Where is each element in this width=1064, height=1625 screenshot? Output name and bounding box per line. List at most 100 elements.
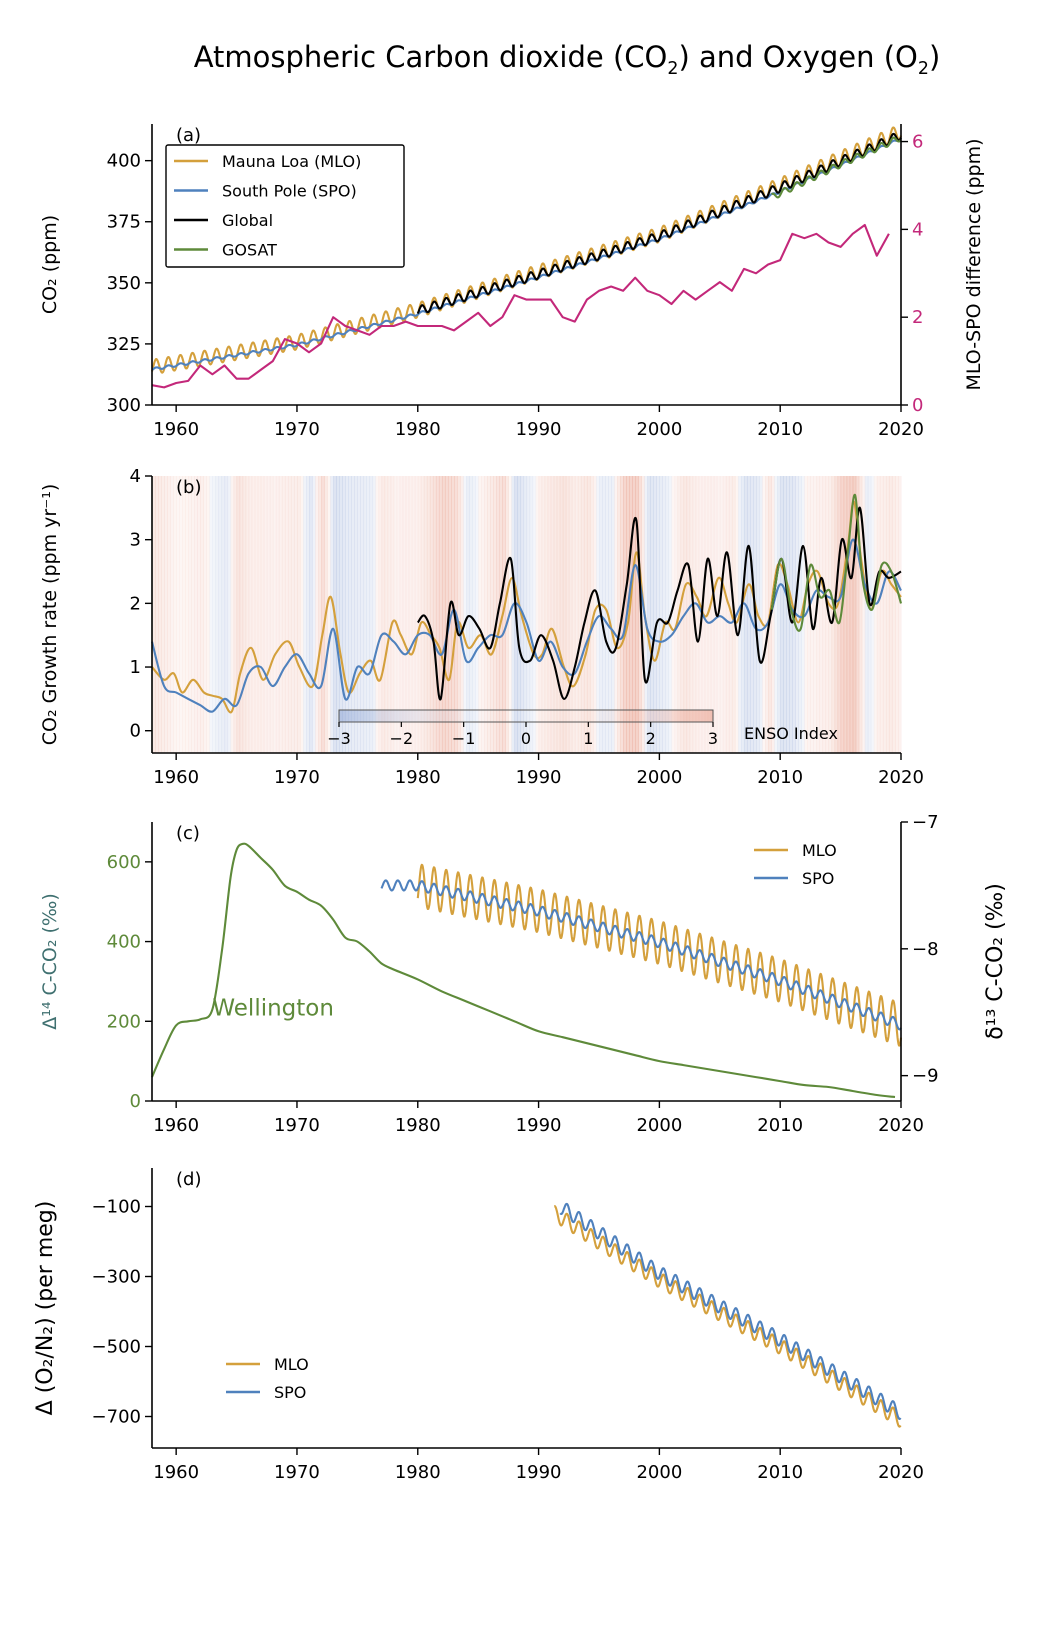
x-tick-label: 1980: [395, 767, 441, 788]
y-tick-label: 1: [130, 657, 141, 678]
enso-band: [318, 476, 322, 753]
enso-band: [689, 476, 694, 753]
enso-band: [882, 476, 887, 753]
enso-band: [281, 476, 286, 753]
enso-band: [523, 476, 528, 753]
series-gosat-line: [771, 136, 902, 199]
legend-frame: [165, 144, 405, 268]
enso-band: [254, 476, 259, 753]
enso-band: [363, 476, 368, 753]
enso-band: [170, 476, 174, 753]
y-axis-label: Δ (O₂/N₂) (per meg): [33, 1201, 58, 1416]
x-tick-label: 1960: [153, 419, 199, 440]
enso-band: [819, 476, 824, 753]
enso-band: [840, 476, 845, 753]
enso-band: [402, 476, 407, 753]
enso-band: [460, 476, 464, 753]
series-spo-line: [150, 538, 902, 713]
series-wellington-line: [151, 842, 896, 1099]
enso-band: [351, 476, 355, 753]
y-tick-label: 4: [130, 466, 141, 487]
enso-band: [381, 476, 386, 753]
enso-band: [602, 476, 606, 753]
colorbar-tick-label: 1: [583, 729, 593, 748]
enso-band: [725, 476, 730, 753]
enso-background: [152, 476, 902, 753]
enso-band: [414, 476, 419, 753]
enso-band: [490, 476, 494, 753]
x-tick-label: 1970: [274, 1462, 320, 1483]
y2-axis-label: MLO-SPO difference (ppm): [963, 138, 985, 390]
enso-band: [384, 476, 389, 753]
enso-band: [203, 476, 207, 753]
x-tick-label: 2020: [878, 1115, 924, 1136]
y-tick-label: 2: [130, 593, 141, 614]
enso-band: [656, 476, 660, 753]
y2-tick-label: 2: [912, 307, 923, 328]
enso-band: [215, 476, 220, 753]
enso-band: [891, 476, 896, 753]
enso-band: [444, 476, 449, 753]
enso-band: [296, 476, 301, 753]
enso-band: [417, 476, 422, 753]
enso-band: [759, 476, 763, 753]
legend-entry-gosat: GOSAT: [222, 241, 277, 260]
enso-band: [532, 476, 537, 753]
enso-band: [529, 476, 534, 753]
enso-band: [541, 476, 546, 753]
enso-band: [611, 476, 615, 753]
enso-band: [873, 476, 878, 753]
enso-band: [647, 476, 651, 753]
enso-band: [674, 476, 679, 753]
enso-band: [650, 476, 654, 753]
y-tick-label: 400: [107, 932, 141, 953]
y-tick-label: 600: [107, 852, 141, 873]
enso-band: [671, 476, 676, 753]
enso-band: [822, 476, 827, 753]
series-mlo-line: [553, 1205, 902, 1428]
y-tick-label: 3: [130, 530, 141, 551]
enso-band: [345, 476, 349, 753]
x-tick-label: 2020: [878, 419, 924, 440]
enso-band: [885, 476, 890, 753]
y2-axis-label: δ¹³ C-CO₂ (‰): [983, 883, 1008, 1040]
enso-band: [167, 476, 171, 753]
enso-band: [595, 476, 600, 753]
enso-band: [158, 476, 162, 753]
enso-band: [185, 476, 189, 753]
enso-band: [405, 476, 410, 753]
y-axis-label: Δ¹⁴ C-CO₂ (‰): [39, 893, 61, 1030]
enso-band: [553, 476, 558, 753]
enso-band: [438, 476, 443, 753]
enso-band: [876, 476, 881, 753]
enso-band: [662, 476, 667, 753]
y-tick-label: −500: [92, 1337, 141, 1358]
enso-band: [164, 476, 168, 753]
colorbar-gradient: [338, 709, 714, 723]
y2-tick-label: −7: [912, 812, 939, 833]
enso-band: [194, 476, 198, 753]
colorbar-tick-label: −3: [327, 729, 351, 748]
enso-band: [179, 476, 183, 753]
enso-band: [209, 476, 214, 753]
enso-band: [411, 476, 416, 753]
enso-band: [293, 476, 298, 753]
enso-band: [502, 476, 506, 753]
enso-band: [275, 476, 280, 753]
y-axis-label: CO₂ Growth rate (ppm yr⁻¹): [39, 484, 61, 746]
enso-band: [547, 476, 552, 753]
enso-band: [475, 476, 479, 753]
enso-band: [348, 476, 352, 753]
enso-band: [420, 476, 425, 753]
x-tick-label: 2000: [636, 1115, 682, 1136]
enso-band: [466, 476, 470, 753]
y2-tick-label: 0: [912, 395, 923, 416]
enso-band: [707, 476, 712, 753]
enso-band: [212, 476, 217, 753]
x-tick-label: 2020: [878, 767, 924, 788]
y-tick-label: −700: [92, 1407, 141, 1428]
enso-band: [227, 476, 232, 753]
enso-band: [798, 476, 802, 753]
enso-band: [299, 476, 304, 753]
enso-band: [245, 476, 250, 753]
